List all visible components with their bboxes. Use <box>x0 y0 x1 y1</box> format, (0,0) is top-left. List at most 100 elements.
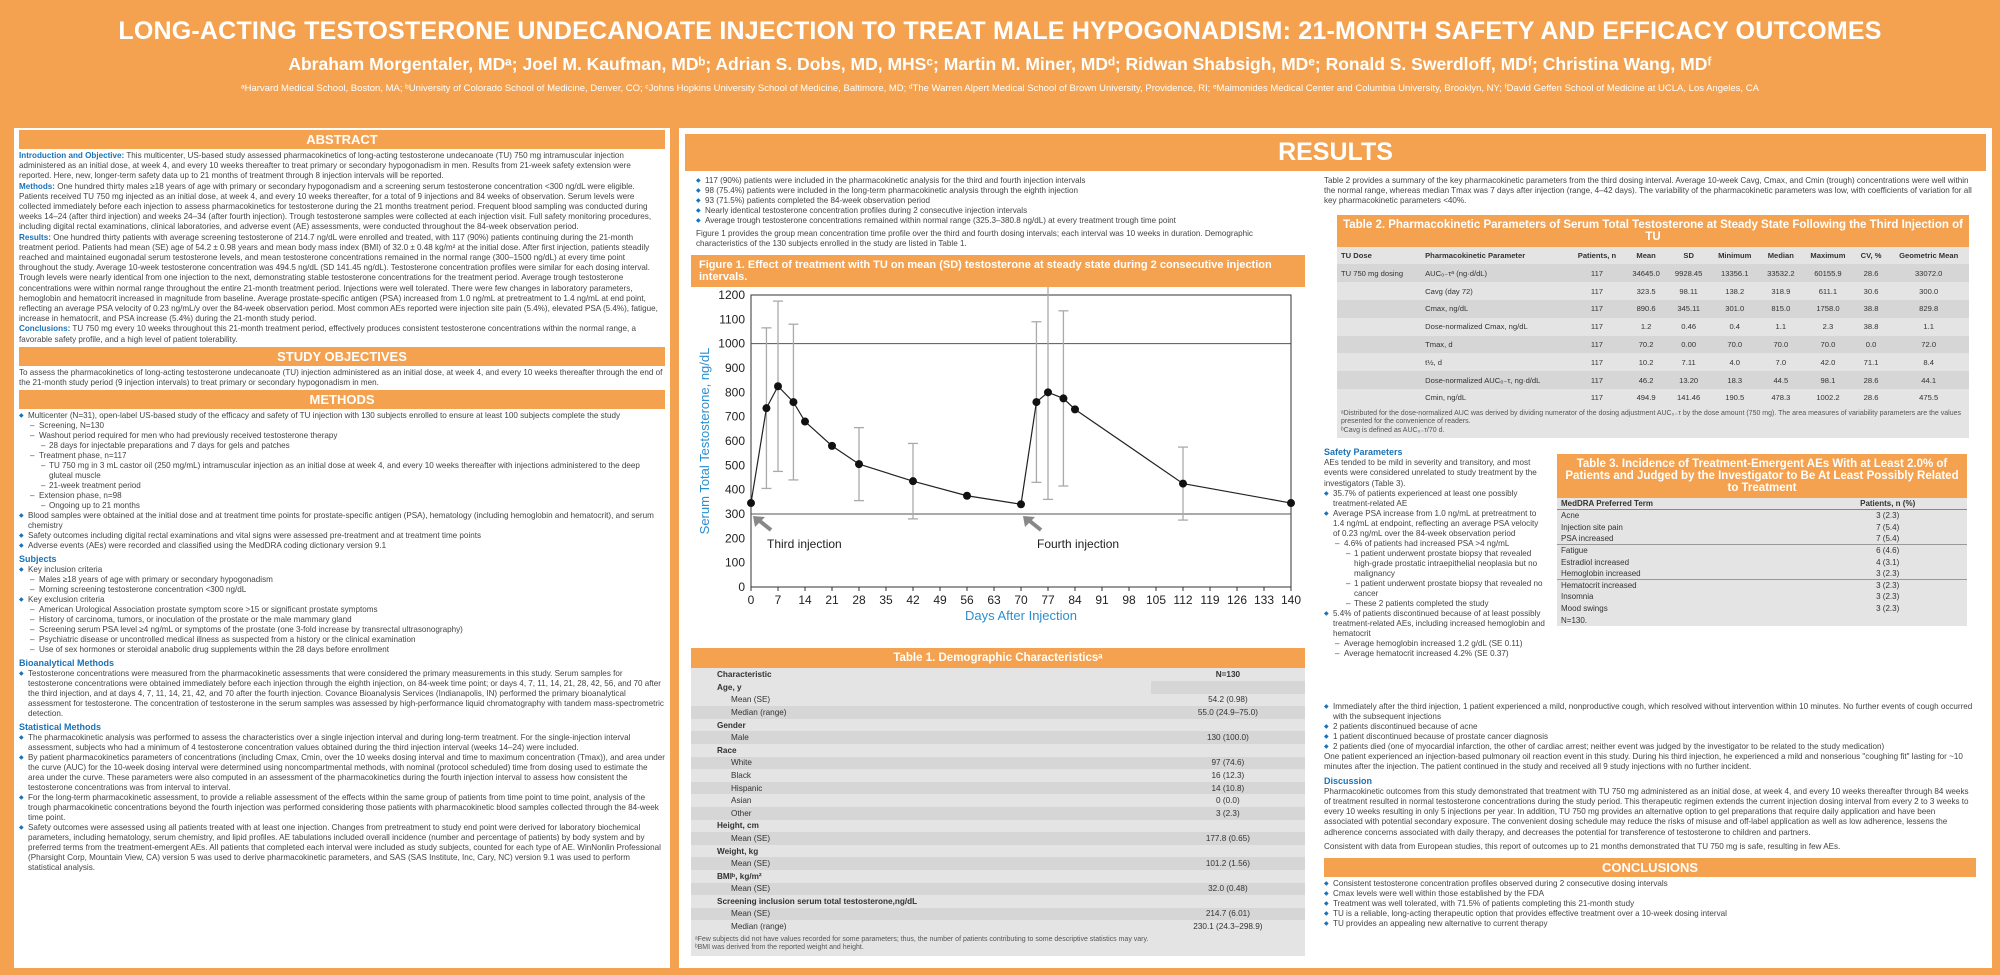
table-cell: 494.9 <box>1636 393 1656 403</box>
statistical-heading: Statistical Methods <box>19 722 102 733</box>
list-item: History of carcinoma, tumors, or inocula… <box>19 615 665 625</box>
conclusion-item: Treatment was well tolerated, with 71.5%… <box>1324 899 1976 909</box>
x-tick-label: 49 <box>933 593 947 607</box>
table-cell: Insomnia <box>1561 592 1594 602</box>
data-point <box>774 382 782 391</box>
x-tick-label: 112 <box>1173 593 1192 607</box>
table-cell: Hematocrit increased <box>1557 578 1809 592</box>
table-cell: 18.3 <box>1709 371 1760 389</box>
table-row: Mean (SE) 214.7 (6.01) <box>691 907 1305 921</box>
list-item: Washout period required for men who had … <box>19 431 665 441</box>
x-tick-label: 28 <box>852 593 866 607</box>
table-row: Screening inclusion serum total testoste… <box>691 895 1305 908</box>
table-cell: 55.0 (24.9–75.0) <box>1150 706 1305 719</box>
abstract-intro: Introduction and Objective: This multice… <box>19 151 665 182</box>
list-item: 2 patients discontinued because of acne <box>1324 722 1976 732</box>
table-row: Mood swings 3 (2.3) <box>1557 603 1967 615</box>
table-cell: Mean (SE) <box>731 695 771 705</box>
x-tick-label: 42 <box>906 593 920 607</box>
safety-wide-bullets: Immediately after the third injection, 1… <box>1324 702 1976 752</box>
table-row: PSA increased 7 (5.4) <box>1557 533 1967 545</box>
table3-grid: MedDRA Preferred Term Patients, n (%) Acne… <box>1557 498 1967 626</box>
table-cell <box>1337 389 1421 407</box>
table-header: Minimum <box>1718 251 1752 260</box>
table-row: Hemoglobin increased 3 (2.3) <box>1557 568 1967 580</box>
table-cell: 478.3 <box>1771 393 1791 403</box>
y-tick-label: 1200 <box>718 288 745 302</box>
table-cell: 2.3 <box>1822 322 1834 332</box>
table2: Table 2. Pharmacokinetic Parameters of S… <box>1337 214 1969 439</box>
table-row: BMIᵇ, kg/m² <box>691 870 1305 883</box>
table-cell: 829.8 <box>1888 300 1969 318</box>
table-cell: Male <box>691 731 1151 744</box>
methods-text: One hundred thirty males ≥18 years of ag… <box>19 181 652 232</box>
x-tick-label: 91 <box>1095 593 1109 607</box>
list-item: 93 (71.5%) patients completed the 84-wee… <box>696 196 1300 206</box>
table-cell: 44.5 <box>1759 371 1803 389</box>
abstract-conclusions: Conclusions: TU 750 mg every 10 weeks th… <box>19 324 665 344</box>
table-cell: 117 <box>1590 322 1604 332</box>
table-cell: 3 (2.3) <box>1876 592 1900 602</box>
table-cell: Estradiol increased <box>1561 557 1630 567</box>
table-row: Estradiol increased 4 (3.1) <box>1557 556 1967 568</box>
table-cell <box>1337 335 1422 354</box>
table-cell: 1.1 <box>1775 322 1787 332</box>
table-row: Cmin, ng/dL 117 494.9 141.46 190.5 478.3 1002.… <box>1337 389 1969 407</box>
table-cell: Other <box>691 806 1151 820</box>
list-item: The pharmacokinetic analysis was perform… <box>19 733 665 753</box>
data-point <box>855 460 863 469</box>
table-header-row: TU Dose Pharmacokinetic Parameter Patients… <box>1337 247 1969 265</box>
injection-arrowhead <box>753 516 765 528</box>
list-item: 1 patient discontinued because of prosta… <box>1324 732 1976 742</box>
methods-heading: METHODS <box>19 390 665 410</box>
table-cell: 130 (100.0) <box>1150 731 1305 744</box>
safety-column: Safety Parameters AEs tended to be mild … <box>1319 444 1551 659</box>
data-point <box>1017 500 1025 509</box>
table-cell: 3 (2.3) <box>1150 806 1305 820</box>
list-item: Blood samples were obtained at the initi… <box>19 511 665 531</box>
injection-arrowhead <box>1023 516 1035 528</box>
table-cell: 70.0 <box>1802 335 1854 354</box>
results-lead: Results: <box>19 232 51 242</box>
table-row: Hematocrit increased 3 (2.3) <box>1557 578 1967 592</box>
table-cell: 7 (5.4) <box>1876 534 1900 544</box>
poster-header: LONG-ACTING TESTOSTERONE UNDECANOATE INJ… <box>0 0 2000 120</box>
table-cell: 0 (0.0) <box>1216 796 1240 806</box>
x-tick-label: 56 <box>960 593 974 607</box>
table-cell: Median (range) <box>731 922 787 932</box>
table-row: Age, y <box>691 681 1305 694</box>
data-point <box>1044 388 1052 397</box>
table-cell: 13356.1 <box>1709 264 1760 283</box>
x-tick-label: 70 <box>1014 593 1028 607</box>
table-row: Characteristic N=130 <box>691 668 1305 681</box>
table-cell: 6 (4.6) <box>1808 544 1967 557</box>
x-tick-label: 119 <box>1200 593 1219 607</box>
table-cell: 611.1 <box>1818 286 1838 296</box>
list-item: 5.4% of patients discontinued because of… <box>1324 609 1546 639</box>
list-item: Ongoing up to 21 months <box>19 501 665 511</box>
table-cell: 4 (3.1) <box>1876 557 1900 567</box>
abstract-methods: Methods: One hundred thirty males ≥18 ye… <box>19 182 665 233</box>
table-cell: Characteristic <box>717 670 772 680</box>
table-cell: 98.11 <box>1679 286 1698 296</box>
table-cell: 1.1 <box>1923 322 1934 332</box>
table-cell: 14 (10.8) <box>1150 781 1305 795</box>
list-item: Multicenter (N=31), open-label US-based … <box>19 411 665 421</box>
table-cell: TU 750 mg dosing <box>1337 264 1422 283</box>
table-cell: White <box>691 756 1151 770</box>
table-row: Gender <box>691 719 1305 732</box>
x-tick-label: 0 <box>748 593 755 607</box>
table-header: Maximum <box>1810 251 1846 260</box>
table-cell: t½, d <box>1425 357 1442 367</box>
y-tick-label: 700 <box>725 410 745 424</box>
table-cell: PSA increased <box>1561 534 1614 544</box>
data-point <box>747 499 755 508</box>
table-cell: 0.4 <box>1729 322 1741 332</box>
table-cell: 42.0 <box>1820 357 1836 367</box>
conclusion-item: TU provides an appealing new alternative… <box>1324 919 1976 929</box>
table-cell: 9928.45 <box>1667 264 1710 283</box>
list-item: 117 (90%) patients were included in the … <box>696 176 1300 186</box>
table-row: Black 16 (12.3) <box>691 769 1305 782</box>
table-cell: 0.46 <box>1681 322 1697 332</box>
table-row: Mean (SE) 54.2 (0.98) <box>691 694 1305 707</box>
